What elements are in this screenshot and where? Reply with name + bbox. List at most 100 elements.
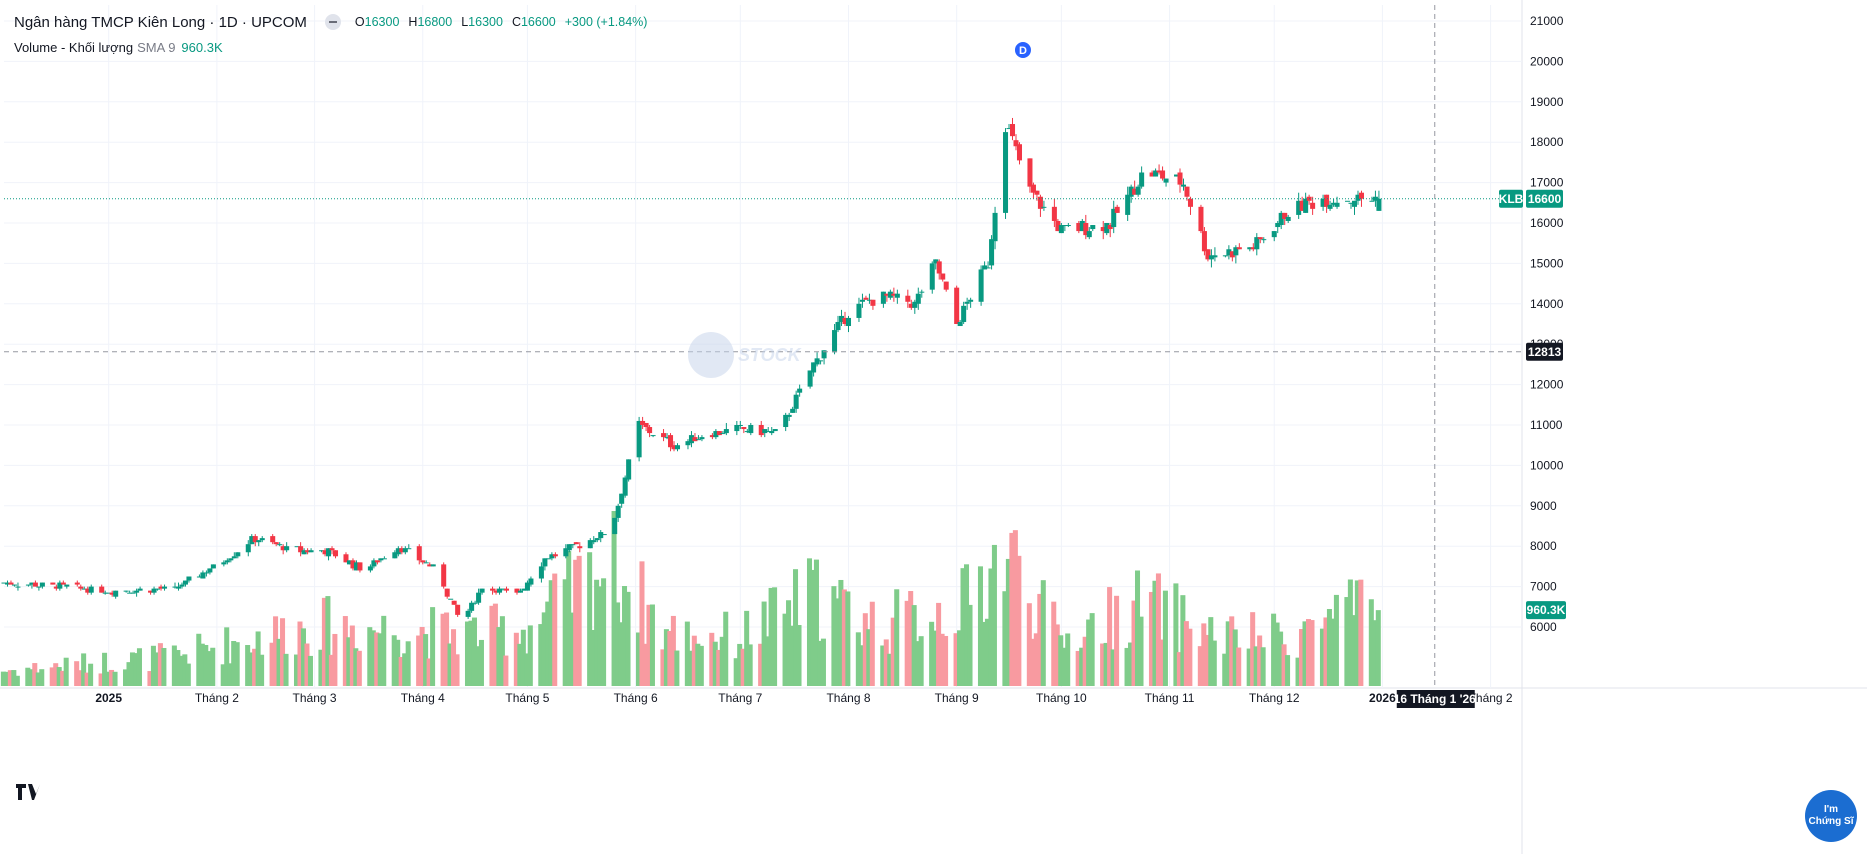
volume-bar — [391, 635, 397, 686]
volume-bar — [1061, 647, 1067, 686]
candle-body — [123, 590, 129, 592]
candle-body — [929, 263, 935, 290]
volume-bar — [1250, 612, 1256, 686]
candle-body — [1156, 170, 1162, 173]
candle-body — [1062, 225, 1068, 227]
candle-body — [1174, 174, 1180, 177]
volume-bar — [1344, 597, 1350, 686]
volume-bar — [293, 654, 300, 686]
candle-body — [1090, 225, 1096, 230]
dividend-marker-letter: D — [1019, 45, 1027, 57]
volume-bar — [786, 600, 792, 686]
volume-bar — [451, 629, 457, 686]
collapse-legend-button[interactable] — [324, 14, 341, 30]
candle-body — [524, 582, 530, 591]
volume-bar — [1358, 579, 1364, 686]
volume-bar — [492, 603, 498, 686]
volume-bar — [1180, 595, 1186, 686]
candle-body — [1187, 198, 1193, 207]
volume-bar — [953, 633, 959, 686]
candle-body — [1278, 212, 1284, 226]
candle-body — [4, 582, 11, 585]
tradingview-logo-icon[interactable] — [16, 784, 40, 805]
candle-body — [545, 558, 551, 560]
candle-body — [203, 572, 209, 574]
volume-bar — [1305, 619, 1312, 686]
volume-bar — [206, 651, 212, 686]
candle-body — [277, 544, 283, 546]
candle-body — [406, 548, 412, 550]
candle-body — [1013, 140, 1019, 147]
volume-indicator-label[interactable]: Volume - Khối lượng — [14, 39, 134, 55]
volume-bar — [635, 632, 642, 686]
volume-bar — [245, 645, 251, 686]
candle-body — [319, 550, 325, 552]
volume-bar — [328, 654, 334, 686]
volume-bar — [1354, 580, 1360, 686]
volume-bar — [478, 639, 484, 686]
price-tick-label: 8000 — [1530, 539, 1557, 553]
volume-bar — [684, 621, 690, 686]
candle-body — [15, 586, 21, 588]
candle-body — [392, 552, 398, 559]
volume-bar — [1201, 623, 1207, 686]
candle-body — [350, 560, 356, 569]
candle-body — [1076, 223, 1082, 232]
candle-body — [395, 548, 401, 555]
candle-body — [1351, 200, 1358, 207]
candle-body — [521, 588, 527, 591]
candle-body — [172, 586, 178, 588]
volume-bar — [1033, 633, 1039, 686]
dividend-marker-icon[interactable] — [1014, 42, 1031, 58]
volume-bar — [1016, 555, 1022, 686]
candle-body — [856, 303, 862, 318]
candle-body — [1222, 255, 1228, 257]
chung-si-badge-icon[interactable]: I'm Chứng Sĩ — [1805, 790, 1857, 842]
volume-bar — [1351, 615, 1357, 686]
volume-bar — [845, 591, 851, 686]
volume-bar — [601, 578, 607, 686]
candle-body — [367, 566, 373, 571]
candle-body — [1229, 251, 1235, 258]
volume-bar — [1037, 593, 1043, 686]
volume-bar — [747, 644, 753, 686]
volume-bar — [1054, 624, 1060, 686]
candle-body — [378, 558, 384, 561]
candle-body — [305, 550, 311, 553]
volume-bar — [98, 673, 104, 686]
price-tick-label: 7000 — [1530, 580, 1557, 594]
volume-bar — [911, 605, 917, 686]
volume-bar — [349, 625, 355, 686]
candle-body — [786, 414, 792, 417]
candle-body — [933, 259, 939, 264]
price-tick-label: 19000 — [1530, 95, 1564, 109]
volume-bar — [1274, 622, 1280, 686]
candle-body — [699, 437, 705, 440]
volume-tag-bg — [1526, 601, 1566, 620]
candle-body — [1247, 247, 1253, 250]
volume-bar — [674, 650, 680, 686]
volume-bar — [649, 604, 655, 686]
time-tick-label: Tháng 3 — [293, 691, 337, 705]
candle-body — [493, 590, 499, 593]
candle-body — [1257, 237, 1263, 240]
candle-body — [1271, 231, 1277, 238]
candle-body — [57, 582, 63, 589]
volume-bar — [1326, 608, 1332, 686]
volume-bar — [943, 635, 949, 686]
candle-body — [158, 586, 164, 589]
volume-bar — [227, 663, 233, 686]
symbol-title[interactable]: Ngân hàng TMCP Kiên Long · 1D · UPCOM — [14, 13, 307, 31]
candle-body — [845, 317, 852, 327]
time-tick-label: Tháng 5 — [505, 691, 549, 705]
badge-line2: Chứng Sĩ — [1808, 816, 1854, 827]
candle-body — [343, 554, 349, 563]
candle-body — [563, 548, 569, 557]
volume-bar — [318, 649, 324, 686]
volume-bar — [939, 633, 945, 686]
volume-bar — [426, 658, 432, 686]
volume-bar — [1295, 657, 1301, 686]
volume-bar — [283, 653, 289, 686]
price-tick-label: 12000 — [1530, 378, 1564, 392]
